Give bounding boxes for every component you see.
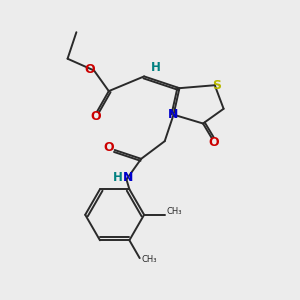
Text: CH₃: CH₃ xyxy=(166,207,182,216)
Text: CH₃: CH₃ xyxy=(141,255,157,264)
Text: S: S xyxy=(212,79,221,92)
Text: O: O xyxy=(103,141,114,154)
Text: O: O xyxy=(208,136,219,149)
Text: N: N xyxy=(168,108,179,121)
Text: O: O xyxy=(84,62,95,76)
Text: O: O xyxy=(90,110,101,123)
Text: N: N xyxy=(123,172,133,184)
Text: H: H xyxy=(113,172,122,184)
Text: H: H xyxy=(151,61,161,74)
